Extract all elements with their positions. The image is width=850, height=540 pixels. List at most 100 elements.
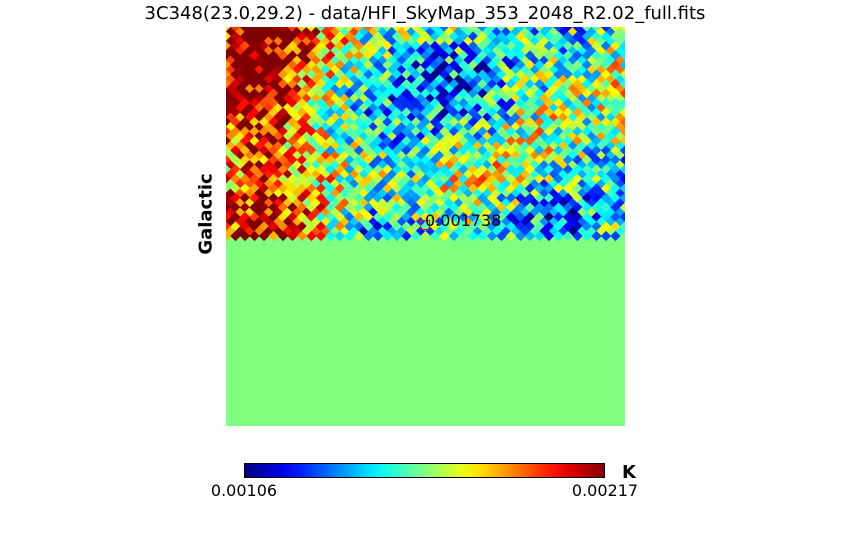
- map-pixel: [520, 112, 531, 123]
- map-pixel: [226, 221, 232, 232]
- map-pixel: [577, 178, 588, 189]
- map-pixel: [596, 45, 607, 56]
- map-pixel: [230, 230, 241, 242]
- map-pixel: [577, 112, 588, 123]
- map-pixel: [444, 45, 455, 56]
- map-pixel: [491, 36, 502, 47]
- map-pixel: [581, 69, 593, 80]
- colorbar-unit: K: [622, 462, 636, 483]
- map-pixel: [572, 107, 583, 118]
- map-pixel: [567, 159, 578, 170]
- map-pixel: [581, 135, 593, 147]
- map-pixel: [543, 31, 555, 42]
- map-pixel: [496, 126, 507, 137]
- map-pixel: [558, 197, 569, 208]
- map-pixel: [577, 159, 588, 170]
- map-pixel: [610, 116, 621, 128]
- map-pixel: [529, 216, 540, 227]
- map-pixel: [596, 226, 607, 237]
- map-pixel: [619, 116, 625, 128]
- map-pixel: [581, 107, 593, 118]
- map-pixel: [515, 145, 526, 156]
- map-pixel: [515, 69, 526, 80]
- map-pixel: [596, 121, 607, 132]
- map-pixel: [353, 27, 365, 33]
- map-pixel: [577, 64, 588, 75]
- map-pixel: [548, 207, 559, 218]
- map-pixel: [534, 40, 545, 52]
- map-pixel: [600, 107, 612, 118]
- map-pixel: [486, 154, 498, 166]
- map-pixel: [548, 226, 559, 237]
- map-pixel: [610, 221, 621, 232]
- map-pixel: [505, 173, 517, 185]
- map-pixel: [515, 135, 526, 147]
- map-pixel: [491, 45, 502, 56]
- map-pixel: [534, 202, 545, 213]
- map-pixel: [610, 97, 621, 109]
- map-pixel: [605, 74, 616, 85]
- map-pixel: [539, 36, 550, 47]
- map-pixel: [581, 88, 593, 99]
- map-pixel: [534, 78, 545, 90]
- map-pixel: [515, 31, 526, 42]
- map-pixel: [567, 226, 578, 237]
- map-pixel: [520, 226, 531, 237]
- map-pixel: [491, 102, 502, 113]
- map-pixel: [581, 145, 593, 156]
- map-pixel: [543, 230, 555, 242]
- map-pixel: [486, 183, 498, 194]
- map-pixel: [226, 50, 232, 61]
- map-pixel: [596, 74, 607, 85]
- map-pixel: [505, 40, 517, 52]
- map-pixel: [553, 183, 564, 194]
- map-pixel: [577, 188, 588, 199]
- map-pixel: [543, 192, 555, 204]
- map-pixel: [591, 135, 602, 147]
- map-pixel: [529, 169, 540, 180]
- map-pixel: [477, 40, 488, 52]
- map-pixel: [377, 45, 388, 56]
- map-pixel: [591, 164, 602, 175]
- map-pixel: [543, 40, 555, 52]
- map-pixel: [581, 154, 593, 166]
- map-pixel: [496, 145, 507, 156]
- map-pixel: [491, 83, 502, 94]
- map-pixel: [562, 50, 574, 61]
- map-pixel: [619, 107, 625, 118]
- map-pixel: [529, 55, 540, 66]
- map-pixel: [515, 126, 526, 137]
- map-pixel: [591, 173, 602, 185]
- map-pixel: [619, 69, 625, 80]
- map-pixel: [501, 112, 512, 123]
- map-pixel: [505, 78, 517, 90]
- map-pixel: [610, 78, 621, 90]
- map-pixel: [368, 45, 379, 56]
- map-pixel: [567, 74, 578, 85]
- map-pixel: [491, 178, 502, 189]
- map-pixel: [600, 183, 612, 194]
- map-pixel: [572, 69, 583, 80]
- map-pixel: [515, 97, 526, 109]
- map-pixel: [496, 78, 507, 90]
- map-pixel: [420, 40, 431, 52]
- map-pixel: [596, 197, 607, 208]
- map-pixel: [496, 154, 507, 166]
- map-pixel: [491, 64, 502, 75]
- map-pixel: [610, 154, 621, 166]
- map-pixel: [605, 93, 616, 104]
- map-pixel: [482, 64, 493, 75]
- map-pixel: [515, 59, 526, 71]
- map-pixel: [619, 50, 625, 61]
- map-pixel: [567, 131, 578, 142]
- map-pixel: [572, 230, 583, 242]
- map-pixel: [586, 197, 597, 208]
- map-pixel: [415, 45, 426, 56]
- map-pixel: [486, 78, 498, 90]
- map-pixel: [491, 159, 502, 170]
- map-pixel: [429, 40, 441, 52]
- map-pixel: [558, 102, 569, 113]
- map-pixel: [496, 27, 507, 33]
- map-pixel: [524, 230, 536, 242]
- map-pixel: [391, 40, 403, 52]
